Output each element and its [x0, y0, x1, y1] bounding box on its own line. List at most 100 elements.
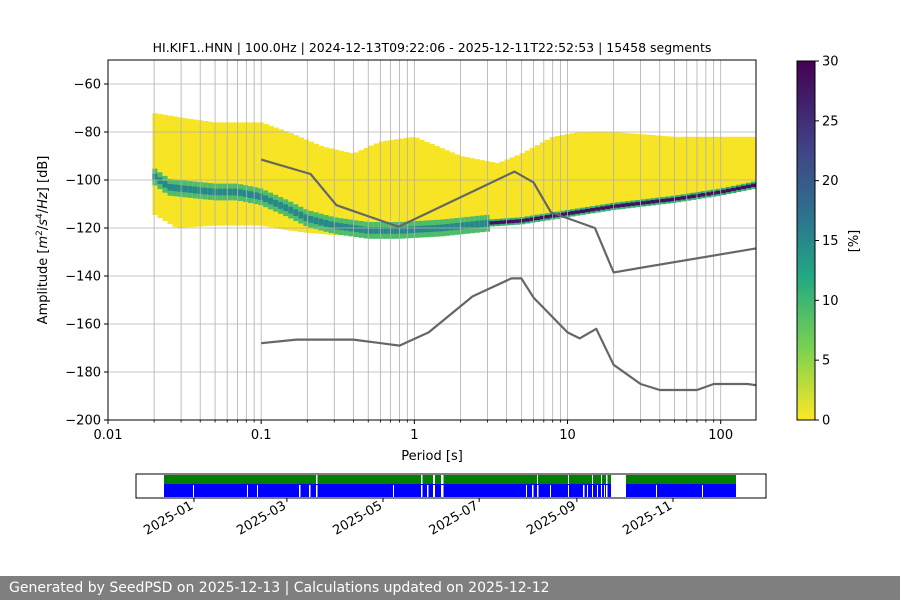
psd-cell — [192, 186, 199, 194]
psd-cell — [584, 208, 591, 213]
psd-cell — [655, 199, 662, 203]
availability-gap — [550, 485, 551, 497]
psd-cell — [750, 183, 756, 187]
psd-cell — [227, 122, 234, 226]
psd-cell — [187, 186, 194, 193]
colorbar — [796, 60, 816, 421]
psd-cell — [242, 122, 249, 226]
availability-gap — [427, 485, 429, 497]
psd-cell — [283, 131, 289, 230]
psd-cell — [735, 186, 742, 191]
psd-cell — [393, 139, 400, 234]
psd-cell — [479, 160, 485, 226]
psd-cell — [745, 136, 752, 186]
psd-cell — [439, 148, 445, 230]
psd-cell — [363, 147, 370, 236]
psd-cell — [474, 220, 480, 228]
psd-cell — [700, 193, 707, 197]
psd-cell — [212, 122, 219, 226]
psd-cell — [413, 137, 420, 232]
psd-cell — [323, 220, 330, 227]
psd-cell — [625, 203, 631, 207]
psd-cell — [695, 193, 702, 198]
psd-cell — [595, 207, 601, 211]
psd-cell — [625, 133, 631, 203]
psd-cell — [675, 136, 682, 197]
psd-cell — [383, 227, 390, 234]
psd-cell — [579, 132, 586, 209]
psd-cell — [419, 139, 425, 231]
low-noise-model-line — [261, 277, 756, 392]
psd-figure: HI.KIF1..HNN | 100.0Hz | 2024-12-13T09:2… — [35, 40, 862, 539]
availability-gap — [601, 475, 602, 484]
psd-cell — [162, 114, 169, 222]
psd-cell — [725, 188, 732, 193]
psd-cell — [177, 117, 184, 228]
psd-cell — [720, 136, 727, 190]
availability-gap — [601, 485, 602, 497]
availability-gap — [583, 485, 585, 497]
psd-cell — [720, 189, 727, 194]
y-tick-label: −160 — [65, 318, 101, 333]
colorbar-label: [%] — [847, 230, 862, 253]
psd-cell — [534, 145, 541, 218]
psd-cell — [620, 203, 626, 208]
availability-gap — [299, 485, 301, 497]
availability-gap — [247, 485, 248, 497]
date-tick-label: 2025-05 — [330, 498, 385, 538]
psd-cell — [152, 173, 159, 181]
psd-cell — [268, 197, 274, 205]
psd-cell — [610, 204, 616, 209]
psd-cell — [217, 188, 224, 196]
psd-cell — [253, 192, 259, 200]
psd-cell — [494, 220, 501, 225]
psd-cell — [217, 122, 224, 226]
psd-cell — [750, 136, 756, 186]
psd-cell — [509, 157, 516, 222]
colorbar-ticks: 0 5 10 15 20 25 30 — [815, 55, 839, 429]
psd-cell — [172, 184, 179, 192]
availability-gap — [393, 485, 394, 497]
psd-cell — [539, 142, 546, 217]
psd-cell — [222, 122, 229, 226]
psd-cell — [273, 127, 279, 229]
psd-cell — [670, 197, 677, 202]
availability-gap — [568, 485, 569, 497]
psd-cell — [610, 132, 616, 205]
availability-gap — [597, 485, 598, 497]
date-tick-label: 2025-11 — [620, 498, 675, 538]
date-tick-label: 2025-07 — [427, 498, 482, 538]
psd-cell — [222, 188, 229, 196]
psd-cell — [318, 218, 325, 226]
psd-cell — [424, 141, 430, 231]
psd-cell — [469, 221, 475, 229]
psd-cell — [569, 133, 576, 211]
psd-cell — [444, 224, 450, 231]
psd-cell — [368, 145, 375, 235]
psd-cell — [705, 136, 712, 192]
psd-cell — [605, 132, 611, 205]
colorbar-tick-label: 5 — [822, 354, 830, 369]
psd-cell — [559, 135, 566, 213]
psd-cell — [232, 188, 239, 196]
psd-cell — [378, 141, 385, 235]
psd-cell — [590, 132, 596, 208]
y-tick-label: −120 — [65, 222, 101, 237]
psd-cell — [242, 190, 249, 197]
psd-cell — [735, 136, 742, 188]
psd-cell — [237, 189, 244, 196]
psd-cell — [559, 212, 566, 217]
availability-top-row — [626, 475, 736, 484]
x-tick-label: 1 — [410, 428, 418, 443]
psd-cell — [263, 195, 269, 203]
psd-cell — [212, 188, 219, 196]
availability-gap — [606, 475, 608, 484]
psd-cell — [363, 226, 370, 234]
colorbar-tick-label: 30 — [822, 55, 839, 70]
psd-cell — [308, 216, 314, 223]
psd-cell — [449, 223, 455, 231]
psd-cell — [730, 136, 737, 188]
psd-cell — [293, 135, 299, 232]
psd-cell — [514, 155, 521, 222]
psd-cell — [494, 163, 501, 224]
